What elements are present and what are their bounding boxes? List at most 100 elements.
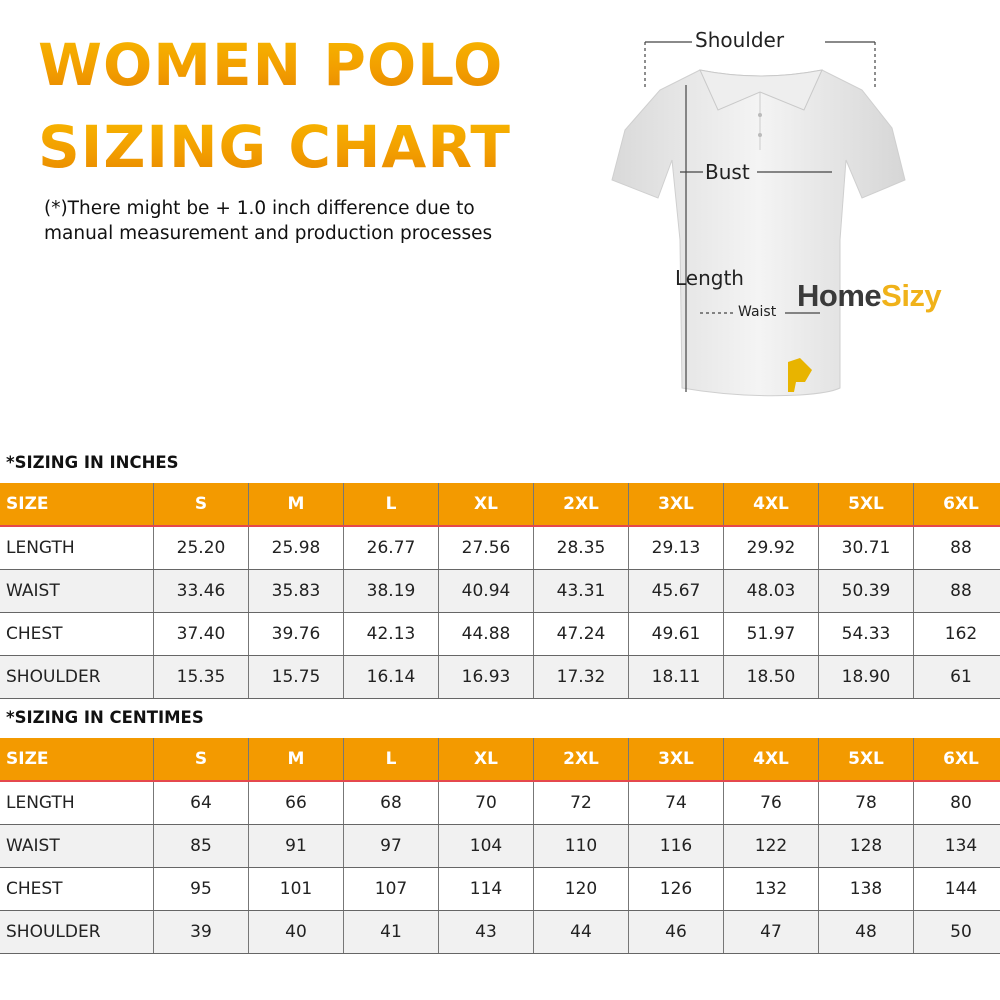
table-cell: 72	[533, 781, 629, 825]
row-label: WAIST	[0, 569, 154, 613]
table-cell: 144	[913, 867, 1000, 911]
table-cell: 29.13	[628, 526, 724, 570]
table-cell: 35.83	[248, 569, 344, 613]
table-cell: 134	[913, 824, 1000, 868]
header-cell: 2XL	[533, 738, 629, 782]
table-cell: 18.50	[723, 655, 819, 699]
table-cell: 104	[438, 824, 534, 868]
table-cell: 64	[153, 781, 249, 825]
table-cell: 46	[628, 910, 724, 954]
table-cell: 128	[818, 824, 914, 868]
brand-mark-icon	[788, 358, 812, 392]
centimeters-header-row: SIZE S M L XL 2XL 3XL 4XL 5XL 6XL	[0, 738, 1000, 782]
logo-home: Home	[797, 278, 882, 313]
table-cell: 25.20	[153, 526, 249, 570]
table-cell: 27.56	[438, 526, 534, 570]
homesizy-logo: HomeSizy	[797, 278, 942, 314]
row-label: LENGTH	[0, 781, 154, 825]
header-cell: M	[248, 483, 344, 527]
table-cell: 85	[153, 824, 249, 868]
header-cell: 3XL	[628, 483, 724, 527]
table-cell: 132	[723, 867, 819, 911]
table-cell: 17.32	[533, 655, 629, 699]
table-cell: 48.03	[723, 569, 819, 613]
table-cell: 120	[533, 867, 629, 911]
title-line-1: WOMEN POLO	[38, 31, 504, 99]
inches-header-row: SIZE S M L XL 2XL 3XL 4XL 5XL 6XL	[0, 483, 1000, 527]
table-cell: 28.35	[533, 526, 629, 570]
table-cell: 50.39	[818, 569, 914, 613]
table-cell: 40.94	[438, 569, 534, 613]
table-cell: 88	[913, 526, 1000, 570]
table-row: CHEST 95 101 107 114 120 126 132 138 144	[0, 867, 1000, 911]
header-cell: SIZE	[0, 483, 154, 527]
table-cell: 78	[818, 781, 914, 825]
table-cell: 42.13	[343, 612, 439, 656]
header-cell: XL	[438, 738, 534, 782]
table-cell: 97	[343, 824, 439, 868]
polo-shirt-diagram: Shoulder Bust Length Waist	[600, 20, 1000, 410]
row-label: CHEST	[0, 612, 154, 656]
table-cell: 39	[153, 910, 249, 954]
table-cell: 33.46	[153, 569, 249, 613]
length-label: Length	[675, 266, 744, 290]
table-cell: 126	[628, 867, 724, 911]
shoulder-label: Shoulder	[695, 28, 785, 52]
table-cell: 48	[818, 910, 914, 954]
table-cell: 50	[913, 910, 1000, 954]
header-cell: 3XL	[628, 738, 724, 782]
table-cell: 122	[723, 824, 819, 868]
table-cell: 40	[248, 910, 344, 954]
table-cell: 44.88	[438, 612, 534, 656]
table-cell: 51.97	[723, 612, 819, 656]
table-cell: 76	[723, 781, 819, 825]
table-cell: 44	[533, 910, 629, 954]
table-cell: 74	[628, 781, 724, 825]
header-cell: 4XL	[723, 483, 819, 527]
table-cell: 80	[913, 781, 1000, 825]
header-cell: SIZE	[0, 738, 154, 782]
table-cell: 88	[913, 569, 1000, 613]
header-cell: 4XL	[723, 738, 819, 782]
table-cell: 41	[343, 910, 439, 954]
inches-heading: *SIZING IN INCHES	[6, 453, 179, 472]
note-line-1: (*)There might be + 1.0 inch difference …	[44, 198, 475, 219]
table-cell: 37.40	[153, 612, 249, 656]
table-cell: 38.19	[343, 569, 439, 613]
header-cell: L	[343, 738, 439, 782]
row-label: WAIST	[0, 824, 154, 868]
table-cell: 116	[628, 824, 724, 868]
centimeters-heading: *SIZING IN CENTIMES	[6, 708, 204, 727]
table-cell: 25.98	[248, 526, 344, 570]
table-cell: 15.75	[248, 655, 344, 699]
polo-shirt-illustration	[611, 41, 906, 397]
note-line-2: manual measurement and production proces…	[44, 223, 493, 244]
table-cell: 26.77	[343, 526, 439, 570]
table-cell: 101	[248, 867, 344, 911]
table-cell: 49.61	[628, 612, 724, 656]
centimeters-table: SIZE S M L XL 2XL 3XL 4XL 5XL 6XL LENGTH…	[0, 738, 1000, 954]
row-label: SHOULDER	[0, 910, 154, 954]
header-cell: 5XL	[818, 483, 914, 527]
table-cell: 18.90	[818, 655, 914, 699]
table-cell: 47	[723, 910, 819, 954]
header-cell: 6XL	[913, 483, 1000, 527]
table-cell: 91	[248, 824, 344, 868]
table-cell: 54.33	[818, 612, 914, 656]
table-cell: 70	[438, 781, 534, 825]
table-cell: 29.92	[723, 526, 819, 570]
inches-table: SIZE S M L XL 2XL 3XL 4XL 5XL 6XL LENGTH…	[0, 483, 1000, 699]
header-cell: 6XL	[913, 738, 1000, 782]
header-cell: S	[153, 738, 249, 782]
table-cell: 162	[913, 612, 1000, 656]
table-cell: 15.35	[153, 655, 249, 699]
table-cell: 138	[818, 867, 914, 911]
disclaimer-note: (*)There might be + 1.0 inch difference …	[44, 196, 492, 246]
waist-label: Waist	[738, 304, 777, 320]
table-cell: 45.67	[628, 569, 724, 613]
table-cell: 114	[438, 867, 534, 911]
header-cell: S	[153, 483, 249, 527]
row-label: LENGTH	[0, 526, 154, 570]
table-row: LENGTH 64 66 68 70 72 74 76 78 80	[0, 781, 1000, 825]
table-cell: 68	[343, 781, 439, 825]
